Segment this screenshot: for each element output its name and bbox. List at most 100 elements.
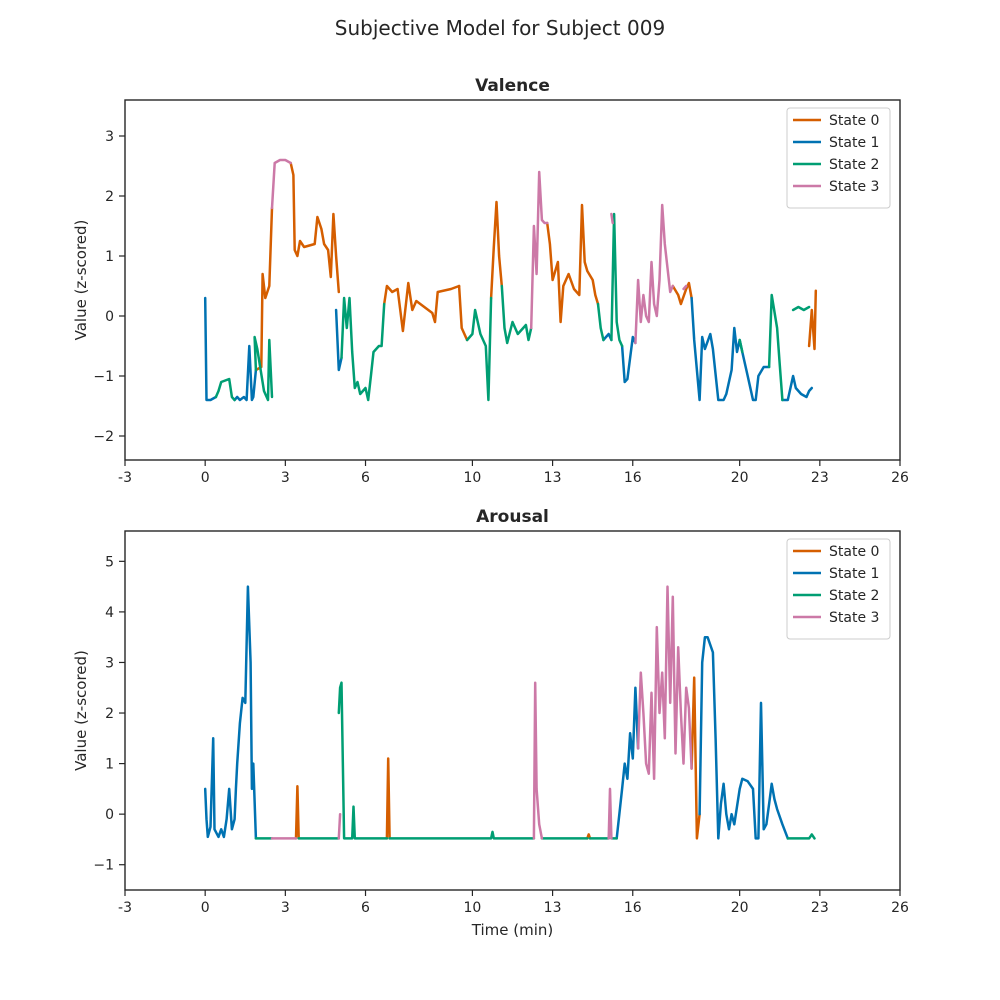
y-tick-label: 2 (105, 706, 114, 722)
series-state-1-segment (233, 344, 258, 402)
series-state-3-segment (610, 212, 614, 225)
series-state-0-segment (586, 833, 592, 840)
y-tick-label: 3 (105, 129, 114, 145)
series-state-1-segment (620, 335, 637, 384)
series-state-2-segment (214, 377, 236, 402)
x-tick-label: -3 (118, 470, 132, 486)
series-state-3-segment (682, 284, 688, 291)
y-tick-label: 1 (105, 249, 114, 265)
figure-title: Subjective Model for Subject 009 (335, 16, 665, 40)
series-state-2-segment (253, 335, 274, 402)
series-state-1-segment (602, 332, 613, 342)
panel-title: Arousal (476, 507, 549, 527)
series-state-2-segment (596, 302, 605, 342)
legend-entry-label: State 1 (829, 566, 879, 582)
series-state-3-segment (634, 203, 675, 345)
legend-box (786, 107, 891, 209)
panel-title: Valence (475, 76, 550, 96)
legend-entry-label: State 1 (829, 135, 879, 151)
series-state-0-segment (289, 161, 341, 294)
y-tick-label: 0 (105, 807, 114, 823)
series-state-0-segment (545, 203, 600, 324)
x-tick-label: 26 (891, 470, 909, 486)
y-tick-label: 5 (105, 554, 114, 570)
y-tick-label: −2 (93, 429, 114, 445)
series-state-2-segment (610, 212, 624, 348)
y-axis-label: Value (z-scored) (72, 650, 90, 771)
x-tick-label: 6 (361, 900, 370, 916)
legend-entry-label: State 0 (829, 544, 879, 560)
series-state-2-segment (337, 681, 389, 840)
x-tick-label: 20 (731, 900, 749, 916)
y-tick-label: 1 (105, 757, 114, 773)
x-tick-label: -3 (118, 900, 132, 916)
series-state-1-segment (781, 374, 814, 402)
series-state-1-segment (690, 296, 771, 402)
y-tick-label: 4 (105, 605, 114, 621)
x-tick-label: 26 (891, 900, 909, 916)
y-tick-label: 0 (105, 309, 114, 325)
series-state-3-segment (532, 681, 544, 840)
axes-frame (124, 530, 901, 891)
y-tick-label: 2 (105, 189, 114, 205)
legend-entry-label: State 2 (829, 157, 879, 173)
x-tick-label: 3 (281, 470, 290, 486)
legend-entry-label: State 3 (829, 610, 879, 626)
series-state-0-segment (671, 281, 693, 306)
series-state-3-segment (337, 812, 342, 840)
series-state-1-segment (698, 635, 790, 840)
x-tick-label: 23 (811, 470, 829, 486)
y-tick-label: 3 (105, 655, 114, 671)
series-state-0-segment (690, 676, 701, 840)
series-state-2-segment (791, 305, 811, 312)
series-state-2-segment (767, 293, 784, 402)
series-state-2-segment (738, 338, 744, 354)
series-state-2-segment (388, 830, 536, 840)
series-lines (203, 585, 816, 840)
x-tick-label: 16 (624, 900, 642, 916)
x-tick-label: 23 (811, 900, 829, 916)
legend-entry-label: State 3 (829, 179, 879, 195)
series-state-1-segment (615, 686, 640, 840)
x-tick-label: 10 (463, 900, 481, 916)
x-tick-label: 20 (731, 470, 749, 486)
series-state-3-segment (270, 158, 292, 210)
series-state-0-segment (385, 757, 391, 840)
y-tick-label: −1 (93, 858, 114, 874)
x-tick-label: 16 (624, 470, 642, 486)
x-tick-label: 13 (544, 900, 562, 916)
x-tick-label: 3 (281, 900, 290, 916)
x-tick-label: 6 (361, 470, 370, 486)
series-state-0-segment (489, 200, 504, 300)
legend-box (786, 538, 891, 640)
series-state-3-segment (636, 585, 693, 781)
series-state-2-segment (500, 284, 533, 345)
series-state-2-segment (465, 296, 493, 402)
series-state-0-segment (382, 281, 461, 333)
x-axis-label: Time (min) (471, 921, 553, 939)
legend: State 0 State 1 State 2 State 3 (786, 107, 891, 209)
series-state-1-segment (203, 296, 218, 402)
series-state-1-segment (334, 308, 343, 372)
x-tick-label: 10 (463, 470, 481, 486)
series-state-1-segment (203, 585, 258, 840)
series-lines (203, 158, 818, 402)
series-state-0-segment (294, 785, 300, 840)
legend-entry-label: State 2 (829, 588, 879, 604)
series-state-0-segment (807, 289, 818, 351)
y-axis-label: Value (z-scored) (72, 220, 90, 341)
x-tick-label: 0 (201, 900, 210, 916)
axes-frame (124, 99, 901, 461)
x-tick-label: 13 (544, 470, 562, 486)
series-state-0-segment (457, 284, 469, 342)
series-state-2-segment (786, 833, 816, 840)
legend-entry-label: State 0 (829, 113, 879, 129)
series-state-3-segment (607, 787, 613, 840)
y-tick-label: −1 (93, 369, 114, 385)
legend: State 0 State 1 State 2 State 3 (786, 538, 891, 640)
